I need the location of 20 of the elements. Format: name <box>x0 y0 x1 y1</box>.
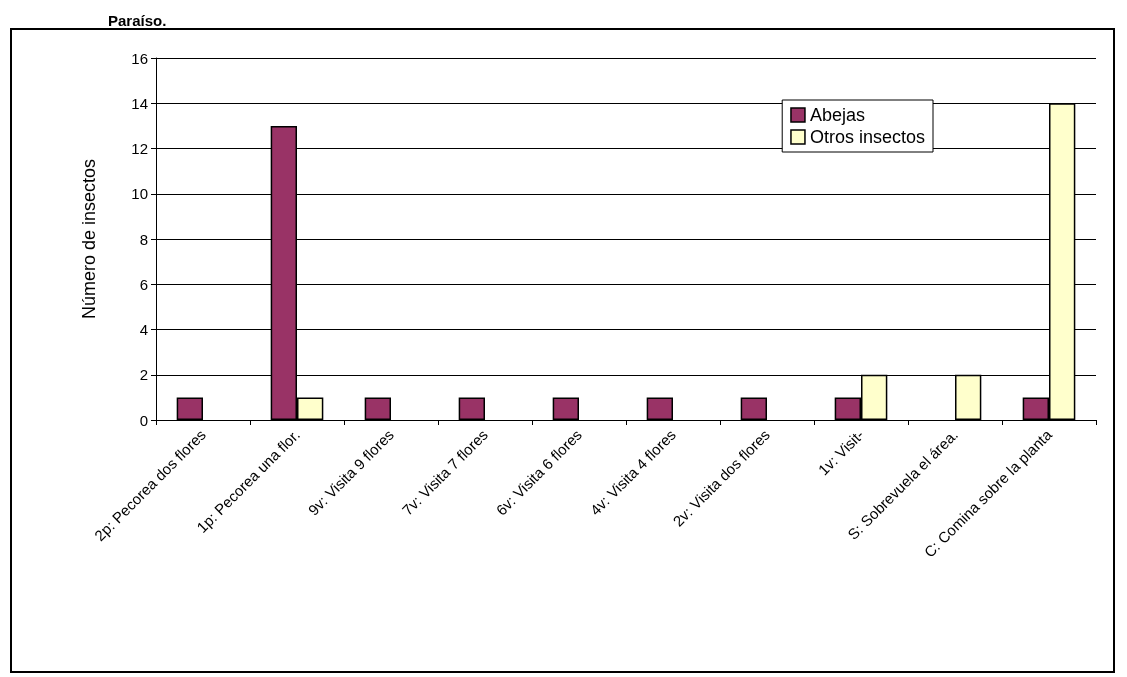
y-tick-label: 8 <box>139 230 148 248</box>
y-tick-label: 12 <box>131 140 148 157</box>
bar <box>552 397 579 420</box>
y-tick-label: 0 <box>139 411 148 429</box>
bar <box>364 397 391 420</box>
y-tick-label: 2 <box>139 366 148 384</box>
bar <box>740 397 767 420</box>
chart-title: Paraíso. <box>108 12 167 29</box>
y-tick-label: 10 <box>131 185 148 203</box>
x-tick-label: 1v: Visit- <box>814 425 868 479</box>
bar <box>176 397 203 420</box>
y-axis-title: Número de insectos <box>79 158 99 320</box>
y-tick-label: 4 <box>139 321 148 338</box>
y-tick-label: 6 <box>139 275 148 293</box>
y-tick-label: 16 <box>131 49 148 67</box>
legend-label: Otros insectos <box>809 127 926 147</box>
legend-label: Abejas <box>809 105 866 125</box>
y-tick-label: 14 <box>131 94 148 112</box>
bar <box>646 397 673 420</box>
bar <box>458 397 485 420</box>
